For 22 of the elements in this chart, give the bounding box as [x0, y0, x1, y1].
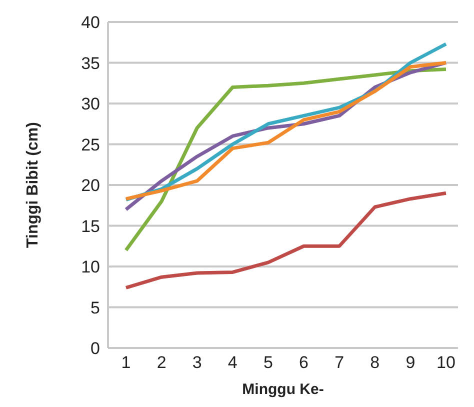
y-tick-label: 35 [81, 54, 100, 73]
y-axis-title: Tinggi Bibit (cm) [24, 122, 42, 248]
x-tick-label: 6 [299, 353, 309, 372]
y-tick-label: 15 [81, 216, 100, 236]
x-tick-label: 5 [263, 353, 273, 372]
x-axis-title: Minggu Ke- [242, 381, 324, 398]
x-tick-label: 10 [436, 353, 456, 372]
y-tick-label: 40 [81, 13, 100, 32]
line-series [124, 191, 448, 290]
y-tick-label: 10 [81, 258, 100, 277]
y-tick-label: 0 [90, 339, 100, 358]
x-tick-label: 9 [406, 353, 416, 372]
x-tick-label: 1 [121, 353, 131, 372]
y-tick-label: 30 [81, 94, 100, 114]
y-tick-label: 5 [90, 298, 100, 318]
y-tick-label: 20 [81, 176, 100, 196]
x-tick-label: 8 [370, 353, 380, 372]
x-tick-label: 7 [334, 353, 344, 372]
x-tick-label: 4 [228, 353, 238, 372]
x-tick-label: 2 [156, 353, 166, 372]
y-tick-label: 25 [81, 135, 100, 154]
x-tick-label: 3 [192, 353, 202, 372]
